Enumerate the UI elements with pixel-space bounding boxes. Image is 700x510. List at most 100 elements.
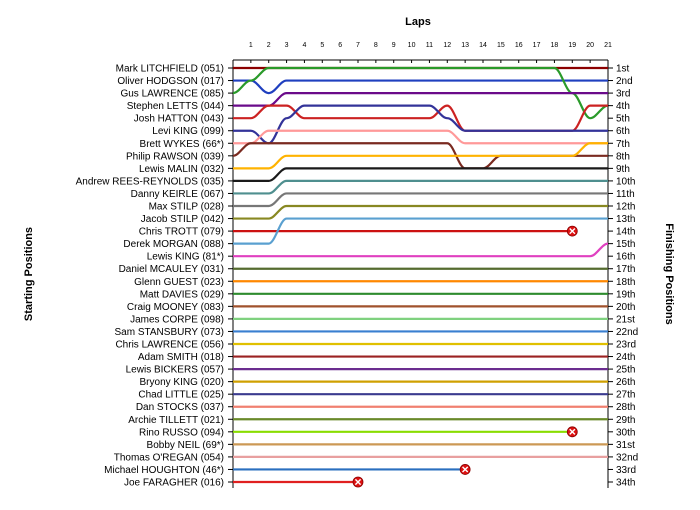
finishing-label: 13th: [616, 214, 635, 225]
lap-tick-label: 2: [267, 42, 271, 49]
starting-label: Stephen LETTS (044): [127, 101, 224, 112]
driver-line: [233, 242, 609, 258]
lap-tick-label: 16: [515, 42, 523, 49]
finishing-labels: 1st2nd3rd4th5th6th7th8th9th10th11th12th1…: [608, 64, 638, 489]
starting-label: Joe FARAGHER (016): [124, 478, 224, 489]
lap-tick-label: 6: [338, 42, 342, 49]
finishing-label: 9th: [616, 164, 630, 175]
plot-frame: [232, 59, 609, 488]
finishing-label: 10th: [616, 176, 635, 187]
starting-label: Lewis BICKERS (057): [126, 365, 224, 376]
driver-line: [233, 179, 608, 195]
starting-label: Bobby NEIL (69*): [147, 440, 224, 451]
driver-line: [233, 192, 608, 208]
driver-line: [233, 79, 608, 95]
finishing-label: 22nd: [616, 327, 638, 338]
lap-tick-label: 8: [374, 42, 378, 49]
finishing-label: 6th: [616, 126, 630, 137]
finishing-label: 29th: [616, 415, 635, 426]
finishing-label: 20th: [616, 302, 635, 313]
starting-label: James CORPE (098): [130, 314, 224, 325]
starting-label: Daniel MCAULEY (031): [119, 264, 224, 275]
retired-cross: [462, 466, 469, 473]
finishing-label: 19th: [616, 289, 635, 300]
left-axis-label: Starting Positions: [23, 227, 35, 321]
starting-label: Brett WYKES (66*): [140, 139, 224, 150]
lap-tick-label: 12: [443, 42, 451, 49]
right-axis-label: Finishing Positions: [663, 223, 675, 324]
lap-tick-label: 14: [479, 42, 487, 49]
finishing-label: 33rd: [616, 465, 636, 476]
finishing-label: 25th: [616, 365, 635, 376]
finishing-label: 3rd: [616, 89, 630, 100]
retired-cross: [354, 478, 362, 486]
lap-tick-label: 21: [604, 42, 612, 49]
finishing-label: 28th: [616, 402, 635, 413]
lap-tick-label: 5: [320, 42, 324, 49]
lap-tick-label: 11: [426, 42, 433, 49]
starting-label: Oliver HODGSON (017): [117, 76, 224, 87]
lap-tick-label: 4: [302, 42, 306, 49]
finishing-label: 32nd: [616, 452, 638, 463]
finishing-label: 1st: [616, 64, 630, 75]
finishing-label: 17th: [616, 264, 635, 275]
starting-labels: Mark LITCHFIELD (051)Oliver HODGSON (017…: [76, 64, 233, 489]
starting-label: Lewis MALIN (032): [139, 164, 224, 175]
starting-label: Philip RAWSON (039): [126, 151, 224, 162]
finishing-label: 11th: [616, 189, 635, 200]
finishing-label: 23rd: [616, 340, 636, 351]
starting-label: Jacob STILP (042): [141, 214, 224, 225]
starting-label: Andrew REES-REYNOLDS (035): [76, 176, 224, 187]
finishing-label: 2nd: [616, 76, 633, 87]
starting-label: Chris LAWRENCE (056): [115, 340, 224, 351]
driver-line: [233, 204, 608, 220]
driver-line: [233, 217, 608, 245]
starting-label: Michael HOUGHTON (46*): [104, 465, 224, 476]
lap-tick-label: 20: [586, 42, 594, 49]
finishing-label: 26th: [616, 377, 635, 388]
retirement-markers: [352, 225, 578, 488]
retired-cross: [569, 428, 576, 435]
lap-ticks: 1 2 3 4 5 6 7 8 9 10 11 12 13 14 15 16 17 18 19 20 21: [249, 42, 612, 63]
lap-tick-label: 15: [497, 42, 505, 49]
finishing-label: 7th: [616, 139, 630, 150]
position-lines: [232, 66, 609, 484]
driver-line: [233, 142, 608, 170]
chart-title: Laps: [405, 16, 431, 28]
starting-label: Bryony KING (020): [140, 377, 224, 388]
finishing-label: 4th: [616, 101, 630, 112]
starting-label: Gus LAWRENCE (085): [120, 89, 224, 100]
starting-label: Sam STANSBURY (073): [115, 327, 224, 338]
starting-label: Levi KING (099): [152, 126, 224, 137]
starting-label: Danny KEIRLE (067): [131, 189, 224, 200]
starting-label: Chad LITTLE (025): [138, 390, 224, 401]
finishing-label: 15th: [616, 239, 635, 250]
finishing-label: 34th: [616, 478, 635, 489]
starting-label: Glenn GUEST (023): [134, 277, 224, 288]
finishing-label: 12th: [616, 202, 635, 213]
starting-label: Mark LITCHFIELD (051): [116, 64, 224, 75]
starting-label: Lewis KING (81*): [147, 252, 224, 263]
finishing-label: 21st: [616, 314, 635, 325]
retired-cross: [569, 227, 576, 235]
starting-label: Craig MOONEY (083): [127, 302, 224, 313]
finishing-label: 14th: [616, 227, 635, 238]
driver-line: [233, 167, 608, 183]
lap-tick-label: 9: [392, 42, 396, 49]
driver-line: [233, 104, 608, 145]
starting-label: Dan STOCKS (037): [136, 402, 224, 413]
finishing-label: 18th: [616, 277, 635, 288]
finishing-label: 5th: [616, 114, 630, 125]
driver-line: [232, 66, 609, 120]
starting-label: Adam SMITH (018): [138, 352, 224, 363]
starting-label: Max STILP (028): [149, 202, 224, 213]
starting-label: Archie TILLETT (021): [128, 415, 224, 426]
lap-tick-label: 18: [551, 42, 559, 49]
lap-tick-label: 19: [568, 42, 576, 49]
lap-tick-label: 3: [285, 42, 289, 49]
lap-tick-label: 1: [249, 42, 253, 49]
starting-label: Derek MORGAN (088): [123, 239, 224, 250]
finishing-label: 30th: [616, 427, 635, 438]
finishing-label: 8th: [616, 151, 630, 162]
